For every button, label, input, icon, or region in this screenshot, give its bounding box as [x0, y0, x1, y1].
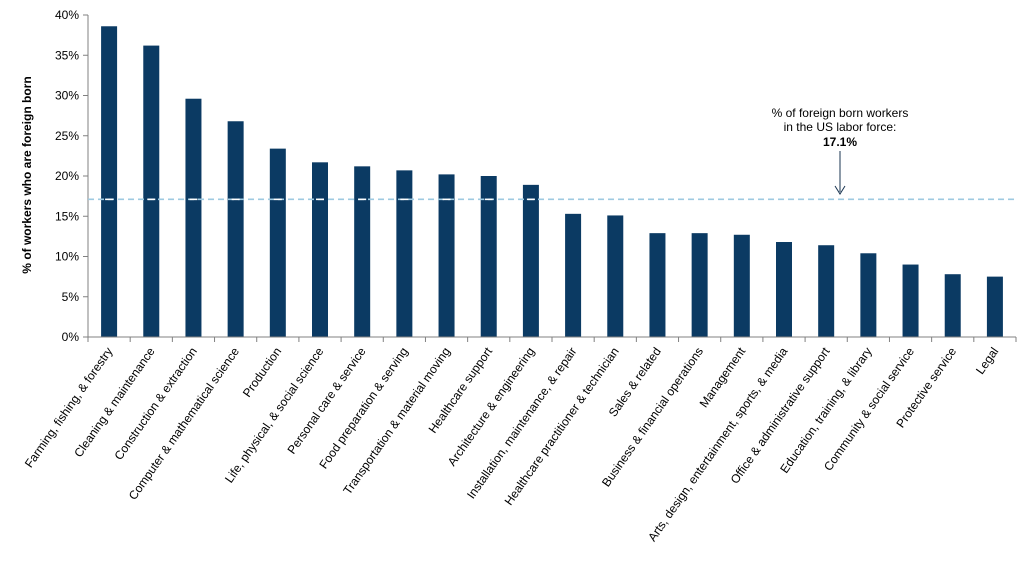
x-category-label: Cleaning & maintenance — [71, 344, 158, 459]
x-category-label: Personal care & service — [284, 344, 368, 456]
y-tick-label: 30% — [55, 89, 79, 103]
bar — [944, 274, 961, 337]
x-category-label: Architecture & engineering — [445, 345, 538, 469]
y-tick-label: 20% — [55, 169, 79, 183]
annotation-arrow-head — [834, 185, 846, 195]
y-tick-label: 10% — [55, 250, 79, 264]
x-category-label: Construction & extraction — [112, 345, 200, 463]
bar — [986, 276, 1003, 337]
bar — [354, 166, 371, 337]
bar — [818, 245, 835, 337]
bar — [438, 174, 455, 337]
bar — [312, 162, 328, 337]
bars — [101, 26, 1003, 338]
bar — [733, 234, 750, 337]
y-tick-label: 15% — [55, 209, 79, 223]
bar — [565, 213, 582, 337]
y-tick-label: 40% — [55, 8, 79, 22]
bar — [396, 170, 413, 337]
bar — [185, 98, 202, 337]
annotation-line-2: in the US labor force: — [784, 120, 897, 134]
bar — [902, 264, 919, 337]
bar — [691, 233, 708, 337]
bar — [480, 176, 497, 337]
bar — [649, 233, 666, 337]
annotation-value: 17.1% — [823, 135, 857, 149]
bar — [522, 184, 539, 337]
bar — [776, 242, 792, 337]
bar — [269, 148, 286, 337]
bar — [143, 45, 160, 338]
y-axis: 0% 5% 10% 15% 20% 25% 30% 35% 40% — [55, 8, 89, 344]
bar — [101, 26, 118, 338]
y-tick-label: 0% — [62, 330, 80, 344]
y-tick-label: 25% — [55, 129, 79, 143]
bar — [607, 215, 624, 337]
bar — [227, 121, 244, 337]
reference-annotation: % of foreign born workers in the US labo… — [772, 106, 909, 195]
y-tick-label: 35% — [55, 48, 79, 62]
x-category-label: Production — [240, 345, 284, 400]
bar — [860, 253, 877, 337]
y-axis-title: % of workers who are foreign born — [20, 76, 34, 273]
x-category-label: Legal — [973, 345, 1001, 377]
annotation-line-1: % of foreign born workers — [772, 106, 909, 120]
y-tick-label: 5% — [62, 290, 80, 304]
